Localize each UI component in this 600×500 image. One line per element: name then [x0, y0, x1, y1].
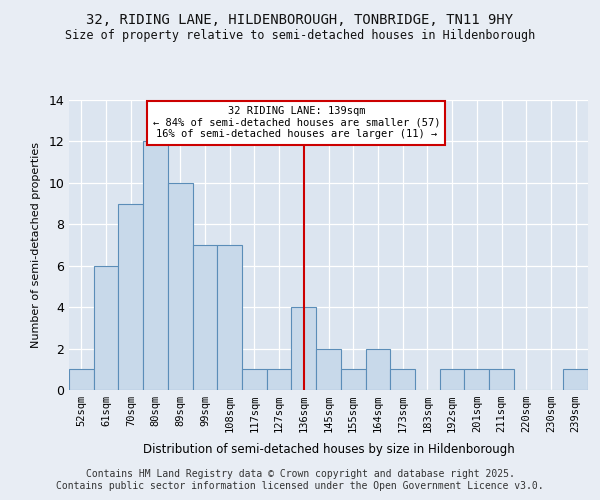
Bar: [292, 307, 316, 390]
Bar: [267, 370, 292, 390]
Bar: [365, 348, 390, 390]
Text: Size of property relative to semi-detached houses in Hildenborough: Size of property relative to semi-detach…: [65, 29, 535, 42]
Bar: [193, 245, 217, 390]
Bar: [563, 370, 588, 390]
Bar: [94, 266, 118, 390]
Bar: [168, 183, 193, 390]
Bar: [118, 204, 143, 390]
Bar: [341, 370, 365, 390]
Bar: [316, 348, 341, 390]
Bar: [69, 370, 94, 390]
Bar: [440, 370, 464, 390]
Bar: [242, 370, 267, 390]
Bar: [489, 370, 514, 390]
Text: 32, RIDING LANE, HILDENBOROUGH, TONBRIDGE, TN11 9HY: 32, RIDING LANE, HILDENBOROUGH, TONBRIDG…: [86, 12, 514, 26]
Text: Contains HM Land Registry data © Crown copyright and database right 2025.
Contai: Contains HM Land Registry data © Crown c…: [56, 470, 544, 491]
Y-axis label: Number of semi-detached properties: Number of semi-detached properties: [31, 142, 41, 348]
X-axis label: Distribution of semi-detached houses by size in Hildenborough: Distribution of semi-detached houses by …: [143, 444, 514, 456]
Bar: [143, 142, 168, 390]
Text: 32 RIDING LANE: 139sqm
← 84% of semi-detached houses are smaller (57)
16% of sem: 32 RIDING LANE: 139sqm ← 84% of semi-det…: [152, 106, 440, 140]
Bar: [217, 245, 242, 390]
Bar: [390, 370, 415, 390]
Bar: [464, 370, 489, 390]
